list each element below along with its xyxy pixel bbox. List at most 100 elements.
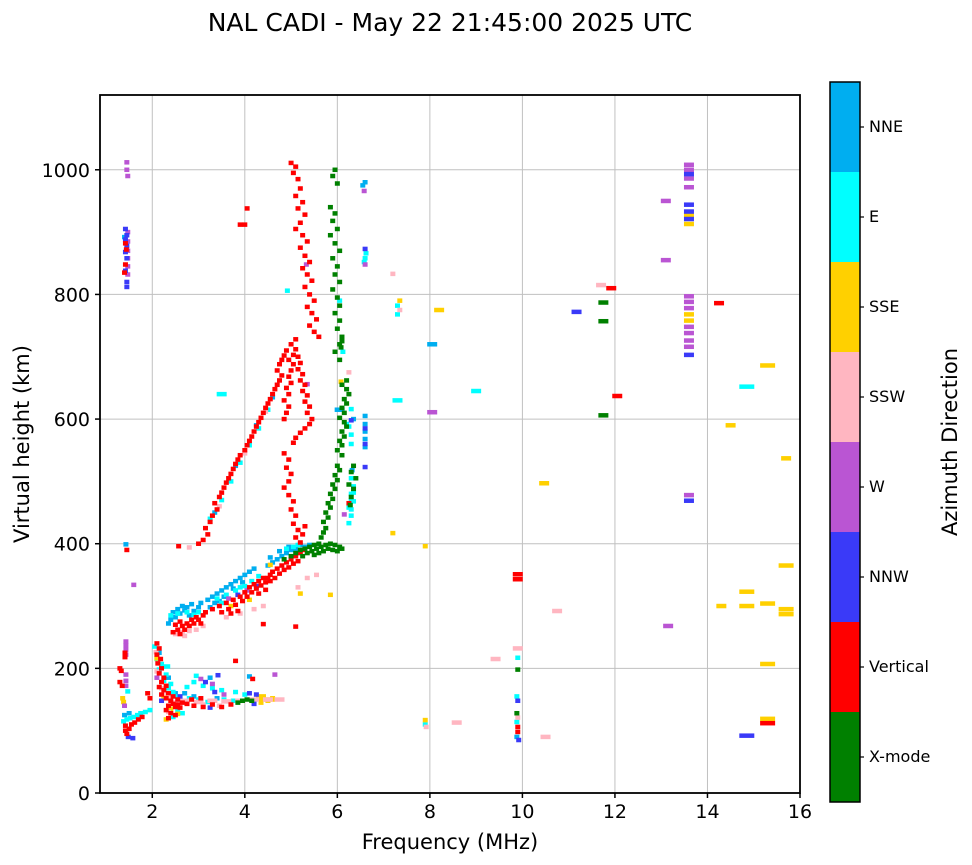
scatter-point (175, 627, 181, 632)
scatter-point (270, 569, 276, 575)
chart-title: NAL CADI - May 22 21:45:00 2025 UTC (207, 8, 693, 37)
scatter-point (277, 361, 283, 367)
scatter-point (290, 440, 296, 446)
scatter-point (168, 710, 174, 716)
scatter-point (598, 300, 609, 305)
scatter-point (427, 342, 438, 347)
scatter-point (170, 610, 176, 615)
y-tick-label: 0 (78, 783, 90, 805)
scatter-point (159, 661, 165, 667)
scatter-point (330, 218, 336, 224)
scatter-point (286, 565, 292, 570)
scatter-point (191, 621, 197, 626)
scatter-point (242, 222, 248, 227)
scatter-point (170, 629, 176, 635)
scatter-point (283, 348, 289, 353)
scatter-point (118, 668, 124, 674)
scatter-point (340, 349, 346, 355)
scatter-point (274, 382, 280, 388)
scatter-point (244, 442, 250, 448)
x-axis-label: Frequency (MHz) (361, 830, 539, 854)
scatter-point (320, 530, 326, 535)
scatter-point (123, 643, 129, 648)
scatter-point (207, 519, 213, 525)
scatter-point (200, 704, 206, 710)
scatter-point (156, 646, 162, 651)
scatter-point (390, 530, 396, 536)
colorbar-frame (829, 81, 861, 803)
scatter-point (165, 715, 171, 721)
scatter-point (123, 683, 129, 689)
scatter-point (286, 492, 292, 498)
scatter-point (265, 401, 271, 406)
scatter-point (270, 391, 276, 397)
scatter-point (230, 698, 236, 704)
scatter-point (303, 262, 309, 267)
scatter-point (124, 256, 130, 261)
scatter-point (122, 650, 128, 656)
scatter-point (316, 334, 322, 340)
scatter-point (172, 712, 178, 718)
scatter-point (163, 707, 169, 713)
scatter-point (161, 675, 167, 680)
scatter-point (205, 532, 211, 537)
scatter-point (288, 160, 294, 166)
scatter-point (297, 547, 303, 553)
scatter-point (270, 560, 276, 565)
scatter-point (332, 542, 338, 548)
series-W (122, 160, 694, 708)
scatter-layer (117, 160, 794, 743)
scatter-point (249, 590, 255, 595)
scatter-point (397, 298, 403, 303)
scatter-point (131, 582, 137, 588)
scatter-point (714, 300, 725, 306)
scatter-point (346, 391, 352, 397)
scatter-point (214, 591, 220, 596)
scatter-point (348, 494, 354, 500)
scatter-point (325, 500, 331, 506)
scatter-point (191, 694, 197, 699)
scatter-point (172, 622, 178, 627)
scatter-point (251, 581, 257, 587)
scatter-point (598, 413, 609, 418)
scatter-point (362, 262, 368, 267)
scatter-point (212, 600, 218, 606)
scatter-point (392, 398, 403, 403)
scatter-point (196, 617, 202, 622)
scatter-point (122, 241, 128, 246)
scatter-point (156, 671, 162, 676)
scatter-point (778, 611, 794, 617)
scatter-point (683, 330, 694, 336)
scatter-point (221, 699, 232, 704)
scatter-point (451, 720, 462, 725)
scatter-point (163, 672, 169, 677)
scatter-point (330, 287, 336, 292)
scatter-point (281, 451, 287, 456)
scatter-point (344, 401, 350, 406)
scatter-point (175, 702, 181, 707)
scatter-point (265, 575, 271, 581)
x-tick-label: 2 (146, 801, 158, 823)
scatter-point (422, 722, 428, 727)
scatter-point (606, 285, 617, 291)
scatter-point (683, 299, 694, 305)
scatter-point (334, 477, 340, 483)
scatter-point (339, 546, 345, 551)
x-tick-label: 12 (603, 801, 627, 823)
scatter-point (283, 550, 289, 556)
scatter-point (304, 575, 310, 581)
scatter-point (249, 434, 255, 439)
scatter-point (251, 429, 257, 434)
scatter-point (339, 405, 345, 411)
scatter-point (515, 655, 521, 661)
scatter-point (191, 679, 197, 685)
scatter-point (290, 561, 296, 566)
scatter-point (397, 307, 403, 313)
scatter-point (168, 617, 174, 622)
scatter-point (223, 615, 229, 620)
scatter-point (279, 373, 285, 378)
colorbar-segment-Vertical (830, 622, 860, 713)
scatter-point (346, 520, 352, 526)
scatter-point (515, 667, 521, 672)
